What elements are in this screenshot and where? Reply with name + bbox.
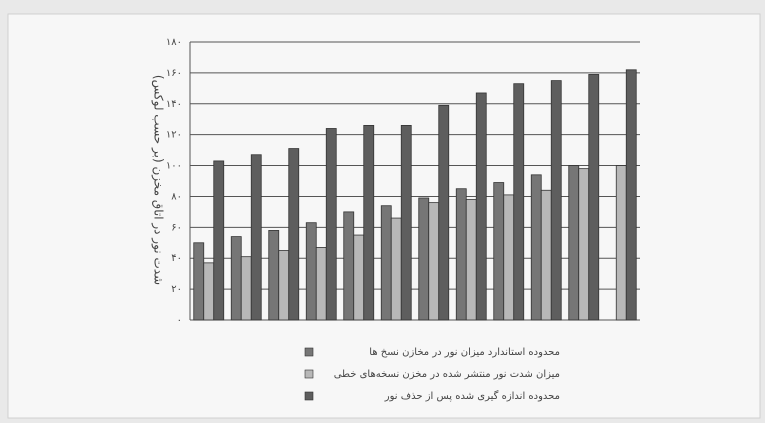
- bar: [465, 199, 477, 321]
- bar: [625, 69, 637, 321]
- bar: [513, 83, 525, 321]
- bar: [315, 247, 327, 321]
- bar: [250, 154, 262, 321]
- bar: [540, 189, 552, 321]
- bar: [240, 256, 252, 321]
- bar: [353, 234, 365, 321]
- bar: [268, 230, 280, 321]
- bar: [615, 165, 627, 321]
- y-tick-label: ۸۰: [171, 191, 182, 202]
- bar: [530, 174, 542, 321]
- legend-label: میزان شدت نور منتشر شده در مخزن نسخه‌های…: [334, 369, 560, 380]
- y-tick-label: ۴۰: [171, 253, 182, 264]
- bar: [305, 222, 317, 321]
- bar: [288, 148, 300, 321]
- bar: [278, 250, 290, 321]
- y-tick-label: ۱۲۰: [166, 130, 182, 141]
- bar: [503, 194, 515, 321]
- bar: [400, 125, 412, 321]
- bar: [438, 104, 450, 321]
- legend-label: محدوده اندازه گیری شده پس از حذف نور: [384, 390, 560, 402]
- bar: [203, 262, 215, 321]
- bar: [363, 125, 375, 321]
- legend-label: محدوده استاندارد میزان نور در مخازن نسخ …: [369, 347, 560, 358]
- bar: [380, 205, 392, 321]
- bar: [418, 197, 430, 321]
- bar: [588, 74, 600, 321]
- bar: [475, 92, 487, 321]
- bar: [193, 242, 205, 321]
- y-axis-label: شدت نور در اتاق مخزن (بر حسب لوکس): [151, 75, 166, 285]
- bar: [390, 217, 402, 321]
- legend-marker: [304, 391, 314, 401]
- y-tick-label: ۶۰: [171, 222, 182, 233]
- bar: [568, 165, 580, 321]
- y-tick-label: ۱۴۰: [166, 99, 182, 110]
- y-tick-label: ۰: [177, 315, 182, 326]
- bar: [230, 236, 242, 321]
- bar: [578, 168, 590, 321]
- bar: [428, 202, 440, 321]
- y-tick-label: ۱۶۰: [166, 68, 182, 79]
- y-tick-label: ۱۰۰: [166, 161, 182, 172]
- legend-marker: [304, 347, 314, 357]
- y-tick-label: ۱۸۰: [166, 37, 182, 48]
- bar: [343, 211, 355, 321]
- legend-marker: [304, 369, 314, 379]
- y-tick-label: ۲۰: [171, 284, 182, 295]
- bar: [325, 128, 337, 321]
- bar: [493, 182, 505, 321]
- bar: [550, 80, 562, 321]
- bar: [455, 188, 467, 321]
- bar: [213, 160, 225, 321]
